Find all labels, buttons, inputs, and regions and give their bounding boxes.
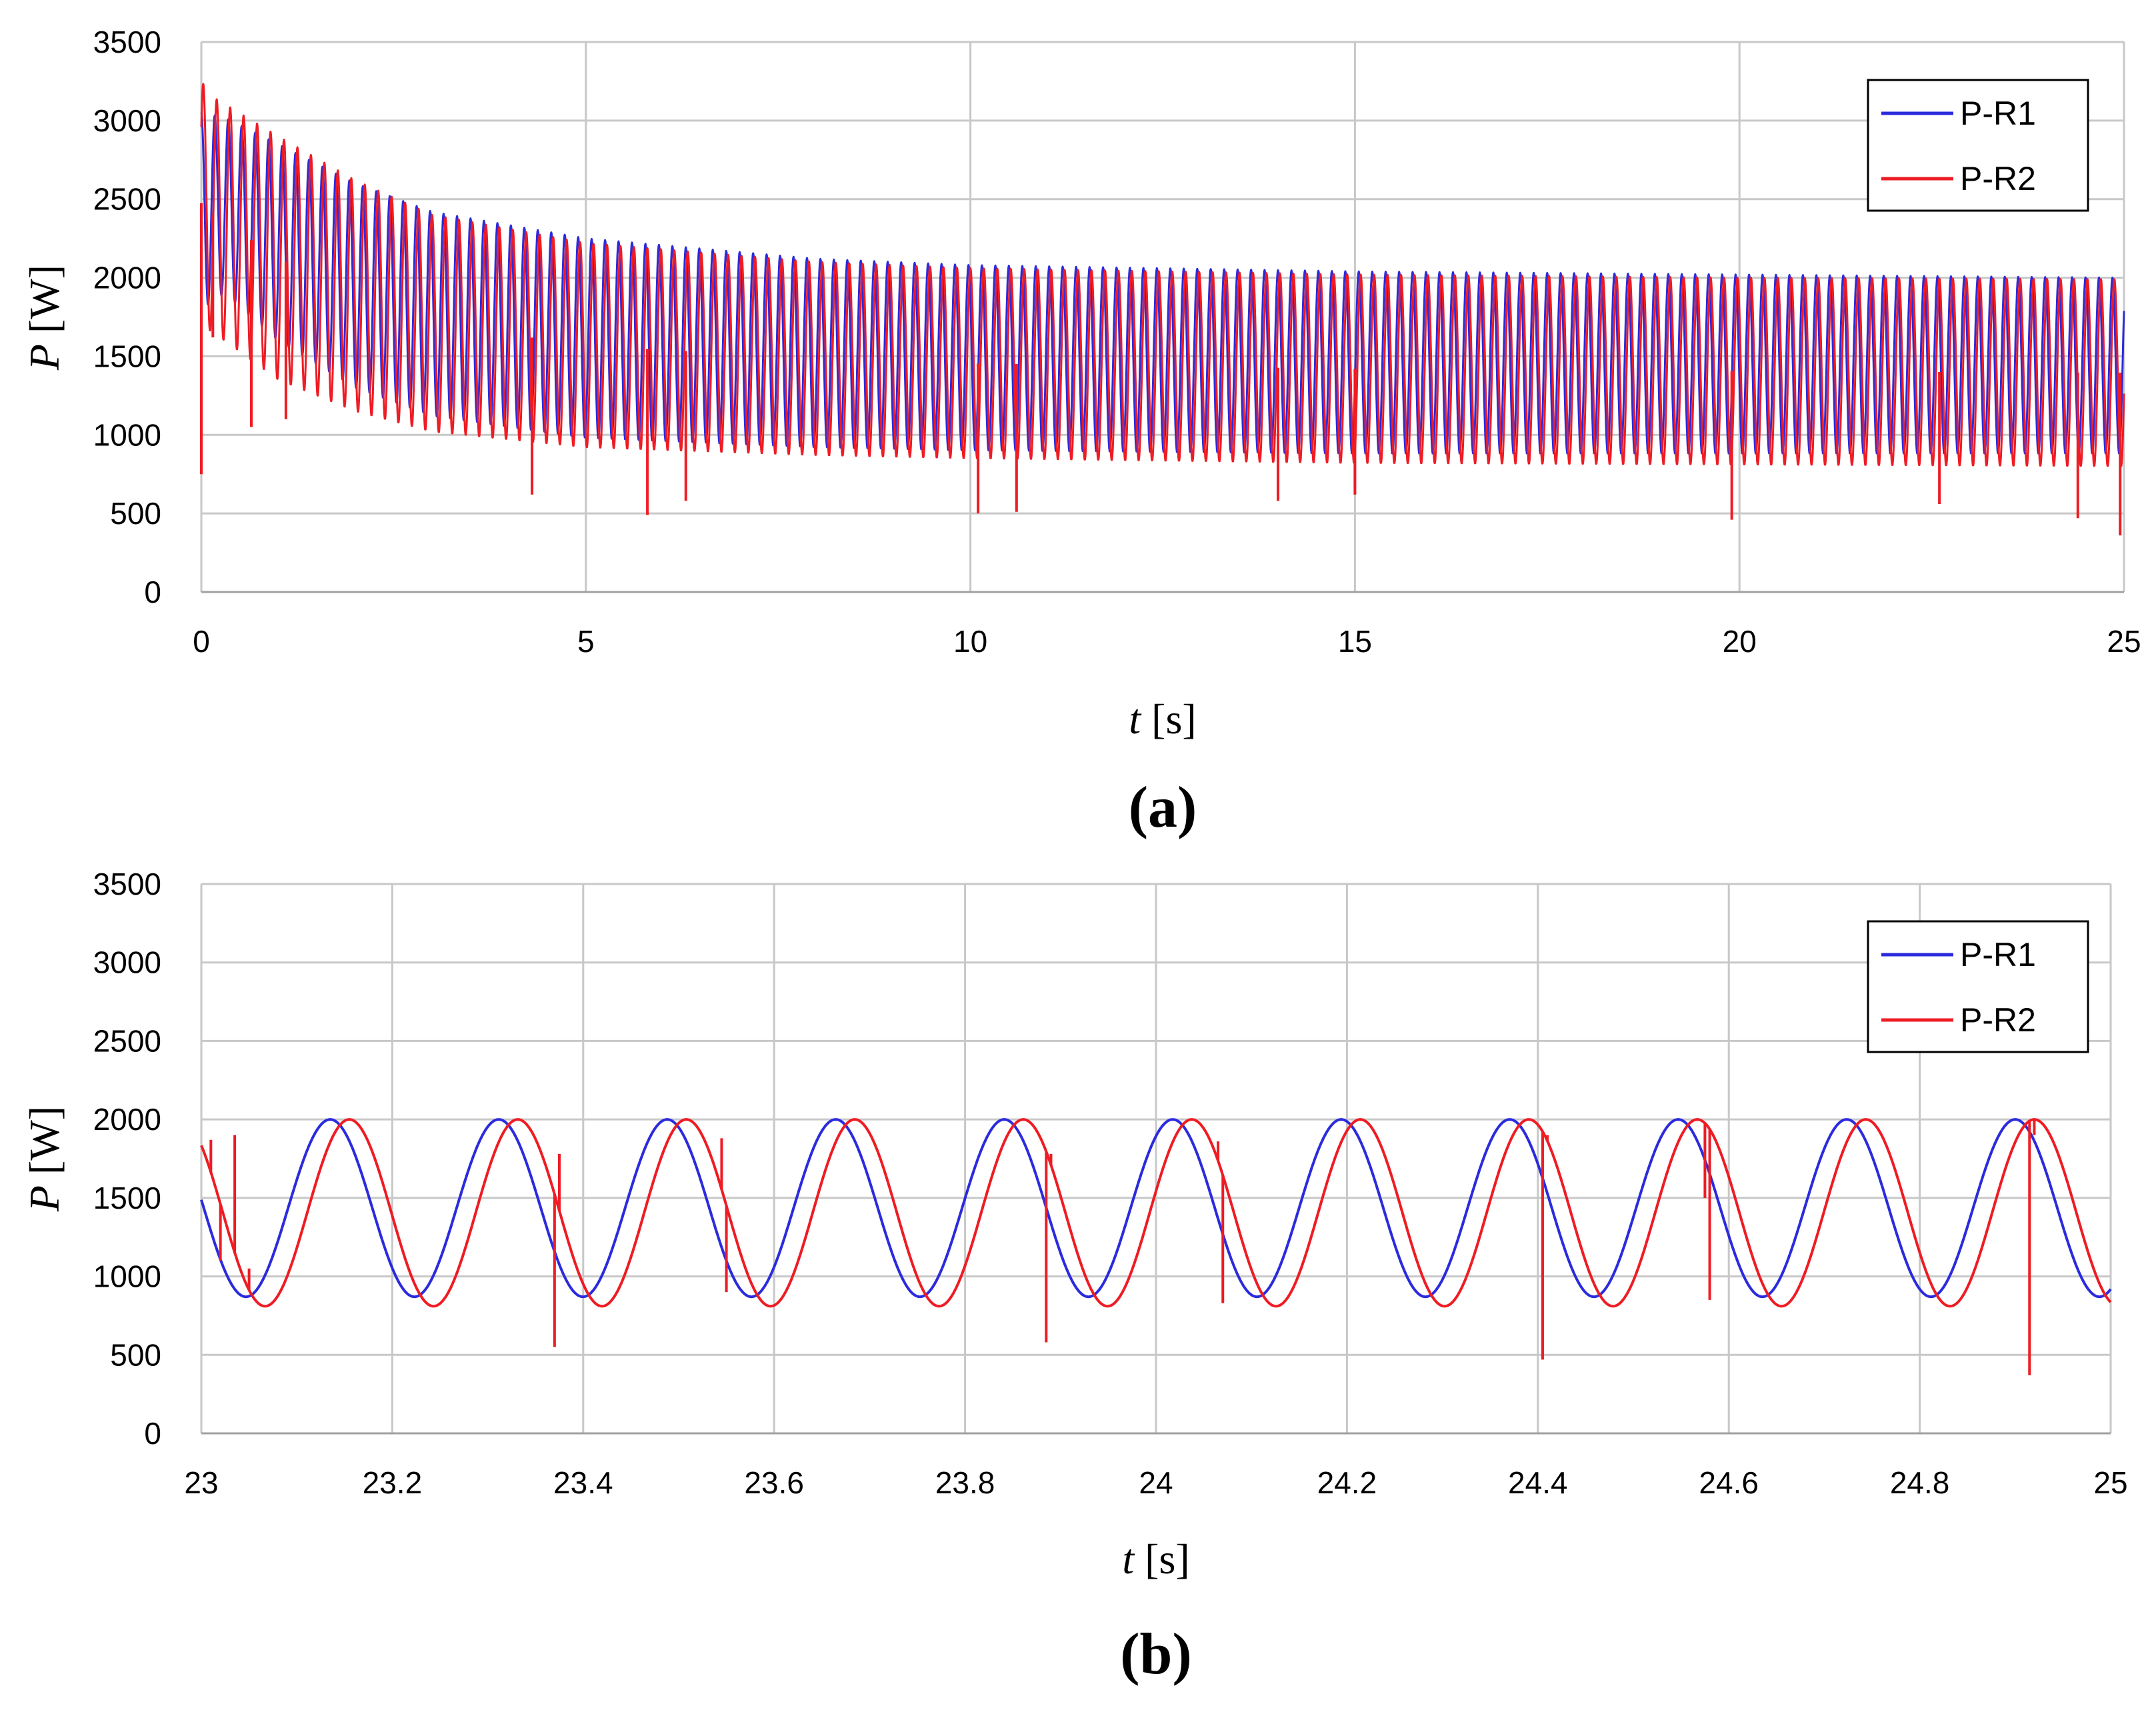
- panel-a-y-tick-label: 500: [110, 496, 161, 531]
- panel-b-x-tick-label: 23.2: [363, 1465, 423, 1500]
- panel-a-x-tick-label: 25: [2107, 624, 2141, 659]
- panel-a-x-tick-label: 0: [193, 624, 210, 659]
- panel-b-series-p-r1-line: [200, 1118, 2112, 1299]
- panel-a-y-tick-label: 3000: [93, 103, 161, 138]
- panel-a-series: [200, 83, 2125, 536]
- panel-b-x-tick-label: 24.6: [1699, 1465, 1759, 1500]
- panel-b-x-var: t: [1122, 1535, 1135, 1583]
- panel-b-y-tick-label: 2000: [93, 1102, 161, 1137]
- panel-b-x-axis-title: t [s]: [1122, 1535, 1189, 1583]
- panel-a-y-tick-label: 0: [144, 575, 161, 609]
- panel-b-y-tick-labels: 0 500 1000 1500 2000 2500 3000 3500: [93, 867, 161, 1451]
- panel-a-x-unit: [s]: [1151, 695, 1197, 743]
- panel-b-x-tick-label: 23.4: [553, 1465, 613, 1500]
- panel-b-legend: P-R1 P-R2: [1867, 920, 2089, 1053]
- panel-a-y-unit: [W]: [21, 265, 68, 333]
- panel-a-y-tick-label: 1000: [93, 417, 161, 452]
- panel-b-x-tick-label: 23.8: [935, 1465, 995, 1500]
- panel-a-x-tick-label: 10: [953, 624, 987, 659]
- panel-b-x-tick-label: 24.2: [1317, 1465, 1377, 1500]
- panel-b-legend-label-p-r2: P-R2: [1960, 1001, 2036, 1039]
- panel-b-x-tick-label: 23: [184, 1465, 218, 1500]
- panel-a-y-axis-title: P [W]: [21, 265, 68, 371]
- panel-b-y-tick-label: 1000: [93, 1259, 161, 1294]
- panel-b-x-tick-label: 25: [2093, 1465, 2127, 1500]
- panel-b-y-unit: [W]: [21, 1106, 68, 1175]
- panel-b-x-tick-label: 24.4: [1508, 1465, 1568, 1500]
- panel-b-y-tick-label: 3500: [93, 867, 161, 901]
- panel-b-x-tick-label: 24: [1139, 1465, 1173, 1500]
- panel-a-x-tick-labels: 0 5 10 15 20 25: [193, 624, 2141, 659]
- panel-b-y-tick-label: 1500: [93, 1181, 161, 1215]
- panel-b-series: [200, 1118, 2112, 1375]
- panel-a-y-tick-label: 2500: [93, 182, 161, 217]
- panel-b-label: (b): [1120, 1622, 1192, 1687]
- panel-b-legend-label-p-r1: P-R1: [1960, 936, 2036, 973]
- panel-a-x-axis-title: t [s]: [1129, 695, 1196, 743]
- panel-b-y-axis-title: P [W]: [21, 1106, 68, 1212]
- panel-b-series-p-r2-line: [200, 1118, 2112, 1308]
- panel-b-x-tick-label: 23.6: [744, 1465, 804, 1500]
- panel-b-y-tick-label: 3000: [93, 945, 161, 980]
- panel-a-y-tick-label: 2000: [93, 261, 161, 295]
- panel-b-y-var: P: [21, 1185, 68, 1212]
- panel-b-legend-box: [1867, 920, 2089, 1053]
- panel-b-x-tick-label: 24.8: [1890, 1465, 1950, 1500]
- panel-a-y-tick-labels: 0 500 1000 1500 2000 2500 3000 3500: [93, 25, 161, 609]
- panel-b-y-tick-label: 0: [144, 1416, 161, 1451]
- panel-b-gridlines: [200, 883, 2112, 1435]
- panel-a-x-tick-label: 20: [1723, 624, 1757, 659]
- panel-a-legend-box: [1867, 79, 2089, 212]
- panel-a-y-tick-label: 3500: [93, 25, 161, 59]
- panel-a-x-var: t: [1129, 695, 1142, 743]
- panel-a-legend-label-p-r2: P-R2: [1960, 160, 2036, 197]
- panel-a-y-tick-label: 1500: [93, 339, 161, 373]
- panel-b-x-unit: [s]: [1145, 1535, 1190, 1583]
- panel-b-y-tick-label: 2500: [93, 1023, 161, 1058]
- panel-b-y-tick-label: 500: [110, 1337, 161, 1372]
- panel-a-legend-label-p-r1: P-R1: [1960, 95, 2036, 132]
- panel-a-y-var: P: [21, 344, 68, 371]
- panel-a-legend: P-R1 P-R2: [1867, 79, 2089, 212]
- panel-a-x-tick-label: 5: [577, 624, 595, 659]
- panel-a-series-p-r2-line: [200, 83, 2125, 467]
- panel-a-label: (a): [1129, 775, 1197, 840]
- panel-b-x-tick-labels: 23 23.2 23.4 23.6 23.8 24 24.2 24.4 24.6 24.8 25: [184, 1465, 2127, 1500]
- panel-a-x-tick-label: 15: [1338, 624, 1372, 659]
